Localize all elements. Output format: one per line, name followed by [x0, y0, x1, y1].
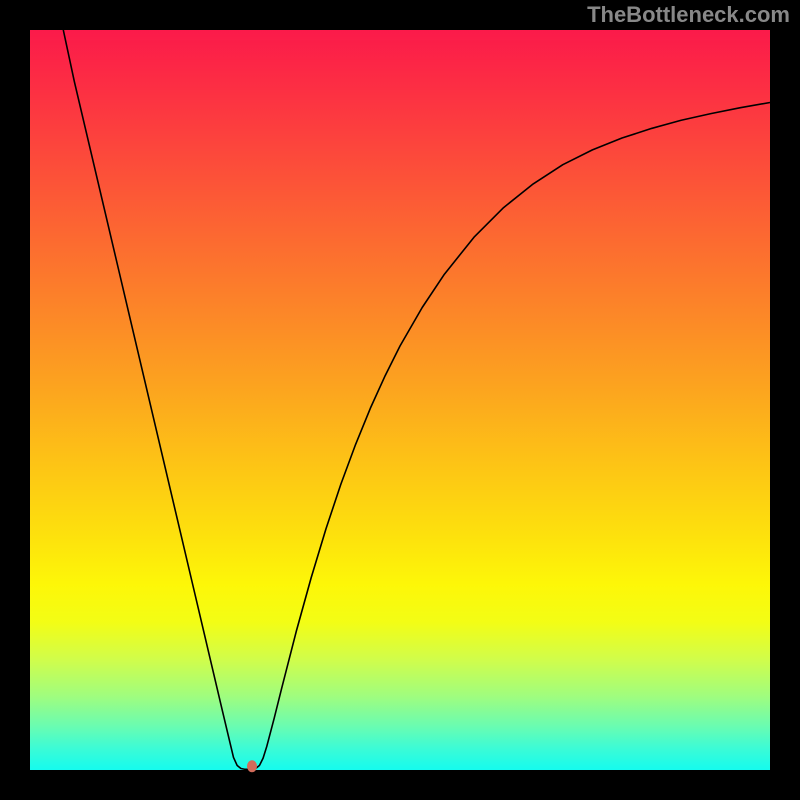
chart-container: TheBottleneck.com: [0, 0, 800, 800]
plot-background: [30, 30, 770, 770]
watermark-text: TheBottleneck.com: [587, 2, 790, 28]
bottleneck-chart: [0, 0, 800, 800]
optimum-marker: [247, 760, 257, 772]
